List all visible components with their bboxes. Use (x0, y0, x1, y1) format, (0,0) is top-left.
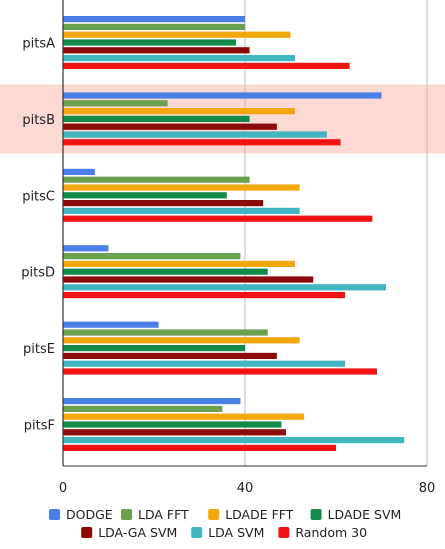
bar-pitsA-random-30 (63, 62, 350, 69)
bar-pitsA-lda-svm (63, 55, 296, 62)
bar-pitsC-lda-fft (63, 176, 250, 183)
bar-pitsD-lda-ga-svm (63, 276, 314, 283)
category-label-pitsC: pitsC (22, 189, 55, 204)
bar-pitsB-ldade-svm (63, 115, 250, 122)
legend-swatch (191, 527, 203, 538)
legend-swatch (278, 527, 290, 538)
bars (63, 16, 405, 451)
legend-label: LDADE FFT (225, 507, 294, 522)
bar-pitsE-lda-fft (63, 329, 268, 336)
legend-item-lda-ga-svm: LDA-GA SVM (81, 525, 177, 540)
legend-item-random-30: Random 30 (278, 525, 367, 540)
bar-pitsA-dodge (63, 16, 245, 23)
legend-swatch (121, 509, 132, 520)
bar-pitsD-ldade-svm (63, 268, 268, 275)
gridlines (244, 0, 428, 466)
bar-pitsF-lda-ga-svm (63, 429, 286, 436)
category-label-pitsB: pitsB (22, 113, 55, 128)
bar-pitsD-dodge (63, 245, 109, 252)
legend-label: LDA SVM (208, 525, 264, 540)
category-label-pitsA: pitsA (22, 37, 55, 52)
legend-swatch (208, 509, 220, 520)
bar-pitsD-random-30 (63, 292, 346, 299)
category-labels: pitsA pitsB pitsC pitsD pitsE pitsF (21, 37, 55, 434)
x-tick-label-80: 80 (419, 481, 436, 496)
legend-swatch (310, 509, 322, 520)
x-tick-label-0: 0 (59, 481, 67, 496)
category-label-pitsD: pitsD (21, 266, 55, 281)
bar-pitsD-ldade-fft (63, 260, 296, 267)
bar-pitsA-ldade-svm (63, 39, 236, 46)
bar-pitsE-lda-ga-svm (63, 352, 277, 359)
x-tick-label-40: 40 (237, 481, 254, 496)
bar-pitsB-lda-fft (63, 100, 168, 107)
bar-pitsF-lda-fft (63, 405, 223, 412)
category-label-pitsF: pitsF (24, 419, 55, 434)
legend: DODGE LDA FFT LDADE FFT LDADE SVM LDA-GA SVM… (49, 507, 401, 540)
bar-pitsC-ldade-svm (63, 192, 227, 199)
bar-pitsC-lda-svm (63, 207, 300, 214)
bar-pitsF-ldade-fft (63, 413, 305, 420)
bar-pitsB-lda-ga-svm (63, 123, 277, 130)
legend-label: Random 30 (295, 525, 367, 540)
bar-pitsE-lda-svm (63, 360, 346, 367)
bar-pitsE-random-30 (63, 368, 377, 375)
bar-pitsE-ldade-svm (63, 345, 245, 352)
bar-pitsB-lda-svm (63, 131, 327, 138)
legend-label: LDA FFT (138, 507, 189, 522)
bar-pitsC-random-30 (63, 215, 373, 222)
legend-item-ldade-svm: LDADE SVM (310, 507, 402, 522)
bar-pitsC-ldade-fft (63, 184, 300, 191)
legend-item-ldade-fft: LDADE FFT (208, 507, 294, 522)
bar-pitsB-ldade-fft (63, 108, 296, 115)
bar-pitsA-lda-ga-svm (63, 47, 250, 54)
legend-label: LDADE SVM (328, 507, 402, 522)
bar-pitsF-ldade-svm (63, 421, 282, 428)
axis (62, 0, 427, 467)
bar-pitsF-lda-svm (63, 437, 405, 444)
bar-pitsE-dodge (63, 321, 159, 328)
bar-pitsA-lda-fft (63, 23, 245, 30)
bar-pitsC-lda-ga-svm (63, 200, 264, 207)
category-label-pitsE: pitsE (23, 342, 55, 357)
legend-swatch (49, 509, 60, 520)
legend-label: LDA-GA SVM (98, 525, 177, 540)
tick-labels: 0 40 80 (59, 481, 435, 496)
bar-pitsF-random-30 (63, 444, 336, 451)
legend-item-lda-svm: LDA SVM (191, 525, 264, 540)
legend-label: DODGE (66, 507, 113, 522)
bar-pitsB-dodge (63, 92, 382, 99)
bar-pitsA-ldade-fft (63, 31, 291, 38)
bar-pitsD-lda-svm (63, 284, 387, 291)
legend-item-lda-fft: LDA FFT (121, 507, 189, 522)
bar-pitsD-lda-fft (63, 253, 241, 260)
bar-pitsB-random-30 (63, 139, 341, 146)
legend-item-dodge: DODGE (49, 507, 113, 522)
bar-pitsC-dodge (63, 168, 95, 175)
bar-pitsF-dodge (63, 398, 241, 405)
bar-pitsE-ldade-fft (63, 337, 300, 344)
legend-swatch (81, 527, 93, 538)
